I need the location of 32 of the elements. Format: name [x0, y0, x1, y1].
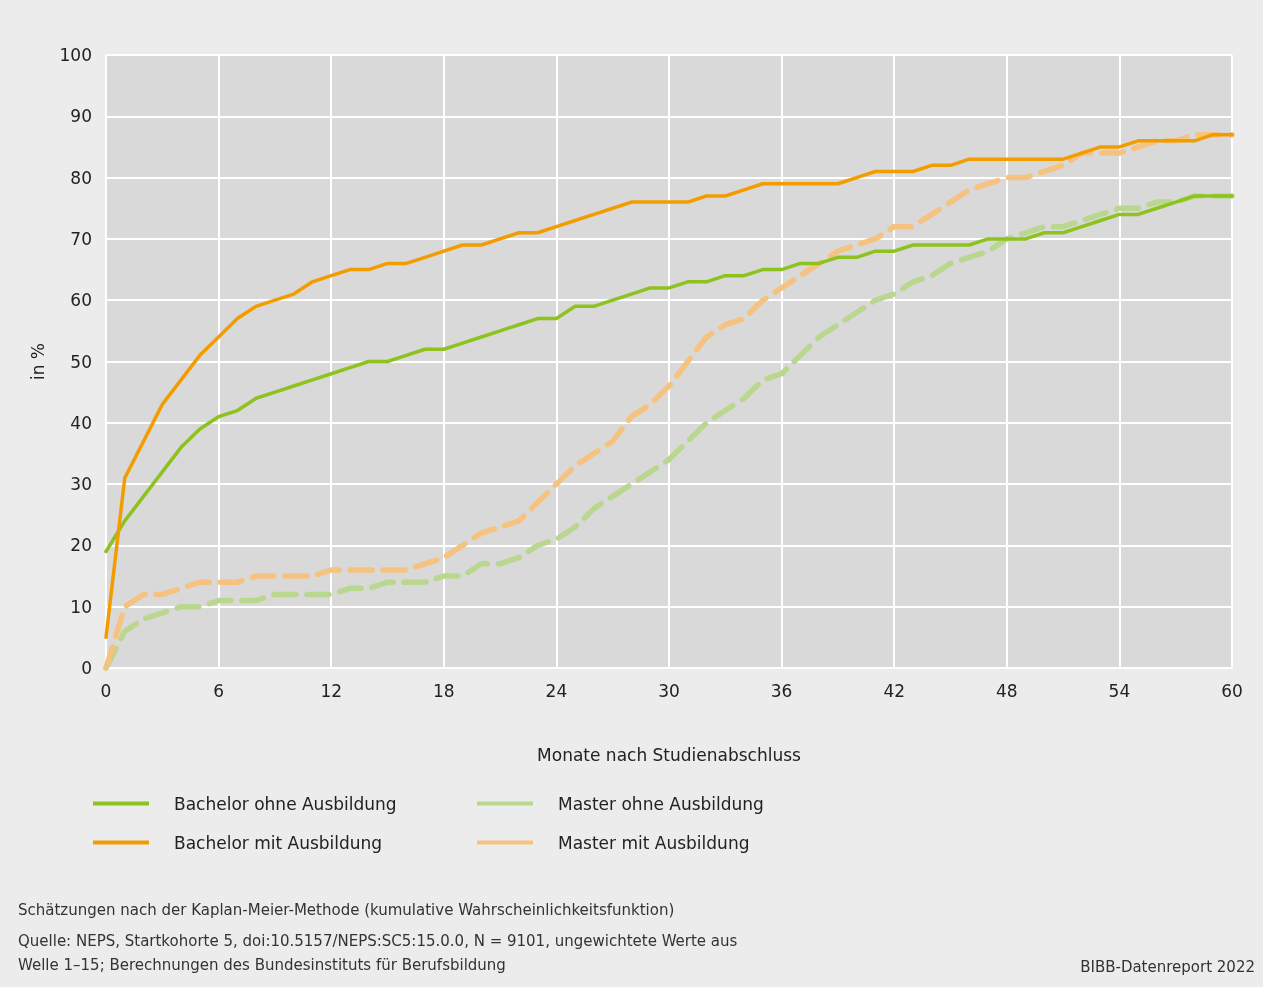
- y-tick-label: 80: [70, 167, 92, 188]
- y-tick-label: 40: [70, 412, 92, 433]
- y-tick-label: 100: [59, 45, 92, 65]
- y-tick-label: 20: [70, 535, 92, 556]
- x-axis-title: Monate nach Studienabschluss: [537, 744, 802, 765]
- legend-label: Bachelor mit Ausbildung: [174, 832, 383, 853]
- x-tick-label: 36: [770, 680, 793, 701]
- x-tick-label: 30: [658, 680, 680, 701]
- y-tick-label: 30: [70, 474, 92, 495]
- text: BIBB-Datenreport 2022: [1080, 958, 1255, 976]
- y-tick-label: 60: [70, 290, 92, 311]
- line-series: [104, 194, 1234, 554]
- x-tick-label: 0: [100, 680, 112, 701]
- x-tick-label: 54: [1108, 680, 1131, 701]
- y-axis-title: in %: [27, 342, 48, 381]
- x-tick-label: 12: [320, 680, 343, 701]
- y-tick-label: 50: [70, 351, 92, 372]
- legend-label: Master ohne Ausbildung: [558, 793, 764, 814]
- legend-label: Master mit Ausbildung: [558, 832, 750, 853]
- x-tick-label: 18: [432, 680, 455, 701]
- x-tick-label: 42: [883, 680, 906, 701]
- y-tick-label: 10: [70, 596, 92, 617]
- y-tick-label: 0: [81, 658, 92, 678]
- legend-label: Bachelor ohne Ausbildung: [174, 793, 397, 814]
- text: Schätzungen nach der Kaplan-Meier-Methode (kumulative Wahrscheinlichkeitsfunktion): [18, 901, 675, 919]
- source-note: Quelle: NEPS, Startkohorte 5, doi:10.5157/NEPS:SC5:15.0.0, N = 9101, ungewichtete Werte aus Welle 1–15; Berechnungen des Bundesinstituts für Berufsbildung: [18, 932, 743, 974]
- x-tick-label: 48: [995, 680, 1018, 701]
- x-tick-label: 60: [1221, 680, 1243, 701]
- y-tick-label: 70: [70, 228, 92, 249]
- y-tick-label: 90: [70, 106, 92, 127]
- x-tick-label: 24: [545, 680, 568, 701]
- x-tick-label: 6: [213, 680, 225, 701]
